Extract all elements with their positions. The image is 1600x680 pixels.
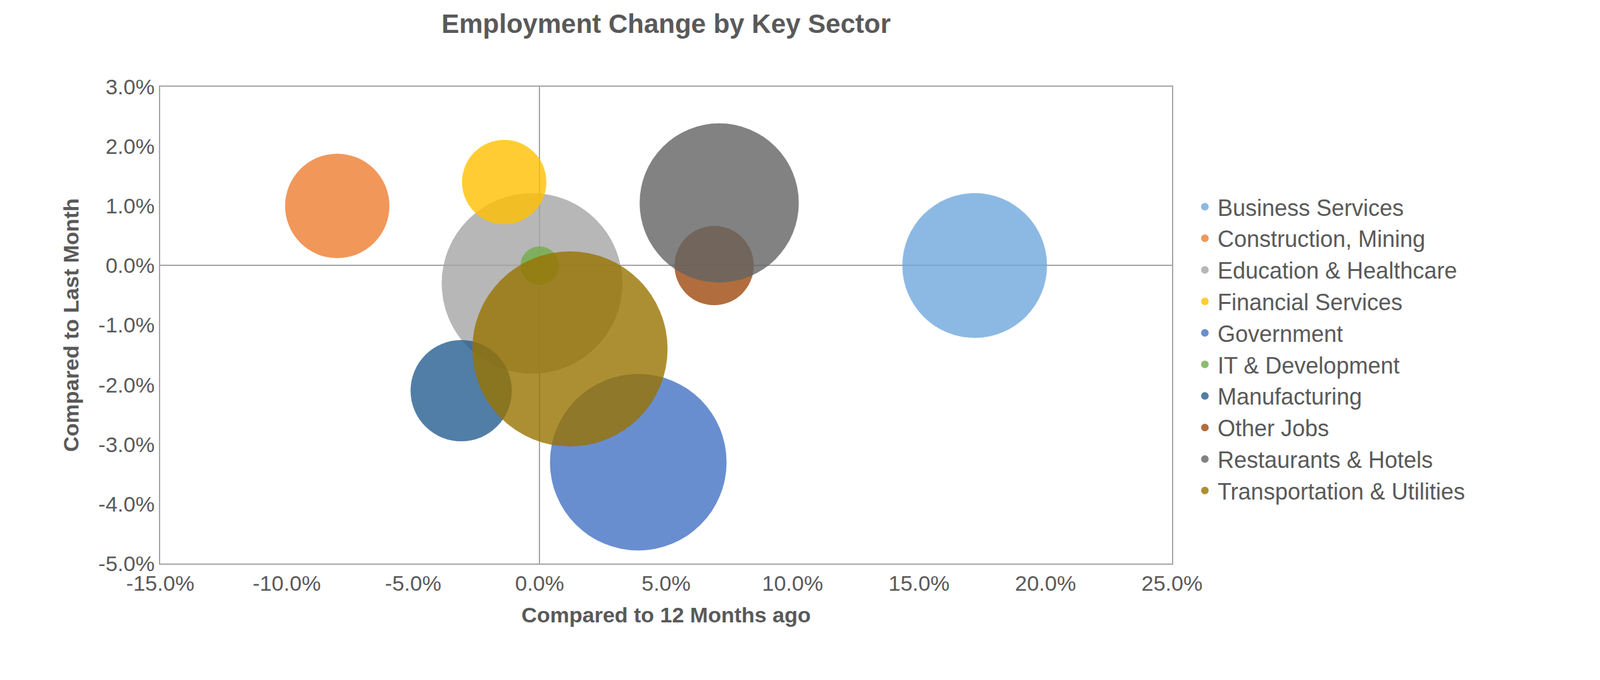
svg-text:Financial Services: Financial Services [1217, 289, 1403, 316]
svg-text:Restaurants & Hotels: Restaurants & Hotels [1217, 447, 1433, 473]
svg-text:-15.0%: -15.0% [125, 571, 195, 596]
svg-text:Other Jobs: Other Jobs [1217, 415, 1330, 442]
svg-text:-4.0%: -4.0% [98, 491, 155, 517]
svg-text:Compared to 12 Months ago: Compared to 12 Months ago [521, 602, 811, 627]
svg-text:1.0%: 1.0% [105, 193, 156, 218]
svg-text:0.0%: 0.0% [515, 571, 565, 596]
svg-text:Compared to Last Month: Compared to Last Month [58, 198, 83, 452]
svg-text:-10.0%: -10.0% [252, 571, 322, 596]
svg-text:IT & Development: IT & Development [1217, 352, 1400, 379]
svg-text:Government: Government [1217, 321, 1343, 347]
svg-text:Transportation & Utilities: Transportation & Utilities [1217, 478, 1466, 505]
svg-text:20.0%: 20.0% [1014, 571, 1076, 596]
svg-text:Manufacturing: Manufacturing [1217, 383, 1362, 410]
svg-text:Business Services: Business Services [1217, 195, 1404, 221]
svg-text:0.0%: 0.0% [105, 253, 156, 278]
svg-text:Education & Healthcare: Education & Healthcare [1217, 257, 1457, 284]
svg-text:3.0%: 3.0% [105, 74, 156, 99]
svg-text:5.0%: 5.0% [641, 571, 691, 596]
svg-text:25.0%: 25.0% [1141, 571, 1203, 596]
svg-text:-5.0%: -5.0% [98, 551, 155, 576]
svg-text:15.0%: 15.0% [888, 571, 950, 596]
svg-text:2.0%: 2.0% [105, 134, 156, 159]
svg-text:-3.0%: -3.0% [98, 432, 155, 457]
svg-text:10.0%: 10.0% [762, 571, 824, 596]
svg-text:Employment Change by Key Secto: Employment Change by Key Sector [441, 8, 891, 39]
svg-text:-2.0%: -2.0% [98, 372, 155, 397]
svg-text:-5.0%: -5.0% [384, 571, 442, 596]
svg-text:-1.0%: -1.0% [98, 312, 155, 337]
svg-text:Construction, Mining: Construction, Mining [1217, 226, 1426, 252]
